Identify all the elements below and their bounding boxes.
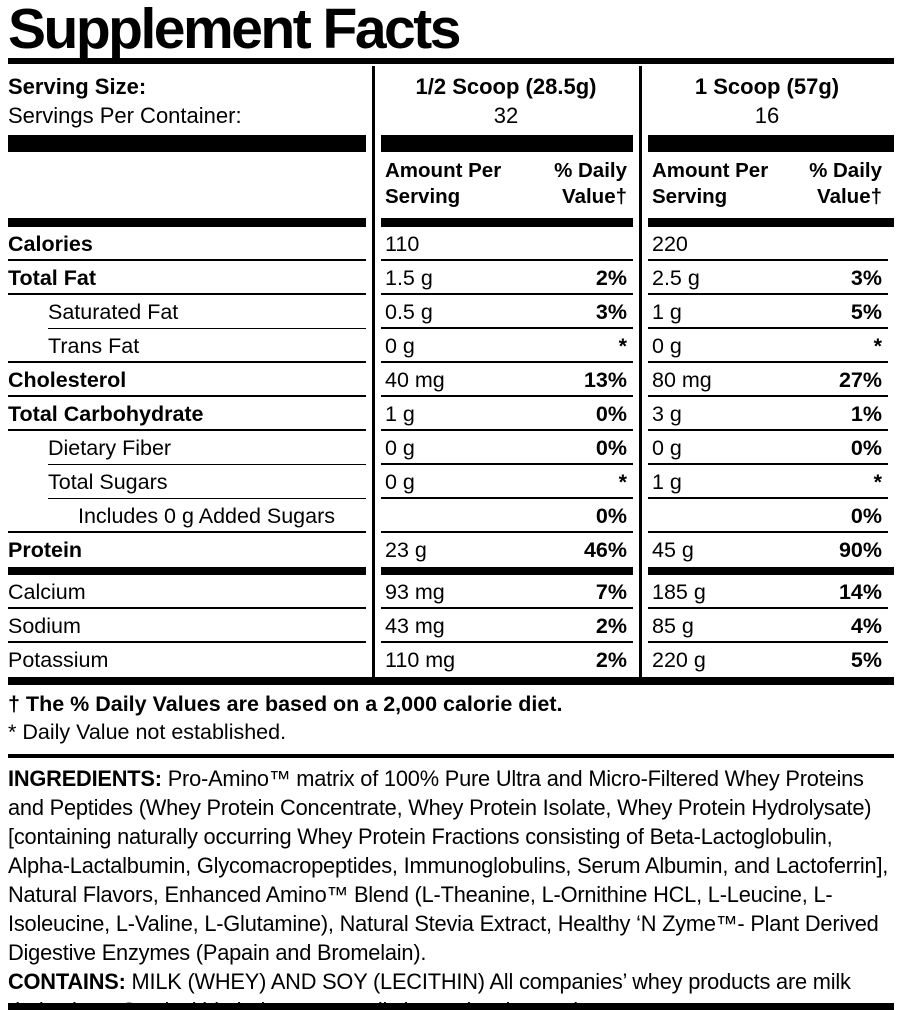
row-calories: Calories 110 220 bbox=[8, 227, 894, 261]
nutrient-name: Saturated Fat bbox=[8, 295, 372, 329]
value-cell: 0 g 0% bbox=[639, 431, 894, 465]
value-cell: 1 g 0% bbox=[372, 397, 639, 431]
bar-segment bbox=[381, 218, 633, 227]
row-total-sugars: Total Sugars 0 g * 1 g * bbox=[8, 465, 894, 499]
facts-table: Serving Size: Servings Per Container: 1/… bbox=[8, 66, 894, 685]
nutrient-name: Total Carbohydrate bbox=[8, 397, 372, 431]
column-divider-1 bbox=[372, 66, 375, 678]
value-cell: 40 mg 13% bbox=[372, 363, 639, 397]
value-cell: 0% bbox=[372, 499, 639, 533]
serving-size-value: 1 Scoop (57g) bbox=[694, 74, 840, 99]
bar-segment bbox=[648, 135, 894, 152]
value-cell: 185 g 14% bbox=[639, 575, 894, 609]
nutrient-name: Protein bbox=[8, 537, 83, 562]
bar-segment bbox=[8, 135, 366, 152]
separator-bar-thick bbox=[8, 135, 894, 152]
title-rule bbox=[8, 58, 894, 64]
bar-segment bbox=[648, 218, 894, 227]
value-cell: 43 mg 2% bbox=[372, 609, 639, 643]
value-cell: 220 g 5% bbox=[652, 647, 882, 672]
table-bottom-bar bbox=[8, 677, 894, 685]
value-cell: 3 g 1% bbox=[639, 397, 894, 431]
value-cell: 45 g 90% bbox=[652, 537, 882, 562]
bar-segment bbox=[8, 218, 366, 227]
nutrient-name: Dietary Fiber bbox=[8, 431, 372, 465]
servings-count: 32 bbox=[493, 103, 519, 128]
contains-label: CONTAINS: bbox=[8, 969, 126, 994]
nutrient-name: Cholesterol bbox=[8, 363, 372, 397]
row-added-sugars: Includes 0 g Added Sugars 0% 0% bbox=[8, 499, 894, 533]
row-cholesterol: Cholesterol 40 mg 13% 80 mg 27% bbox=[8, 363, 894, 397]
value-cell: 0.5 g 3% bbox=[372, 295, 639, 329]
daily-value-header: % Daily Value† bbox=[554, 159, 627, 208]
daily-value-header: % Daily Value† bbox=[809, 159, 882, 208]
amount-per-serving-header: Amount Per Serving bbox=[652, 159, 769, 208]
row-sodium: Sodium 43 mg 2% 85 g 4% bbox=[8, 609, 894, 643]
value-cell: 0 g 0% bbox=[372, 431, 639, 465]
bar-segment bbox=[381, 135, 633, 152]
ingredients-paragraph: INGREDIENTS: Pro-Amino™ matrix of 100% P… bbox=[8, 764, 894, 967]
nutrient-name: Includes 0 g Added Sugars bbox=[8, 499, 372, 533]
serving-column-one-scoop: 1 Scoop (57g) 16 bbox=[639, 72, 894, 130]
serving-column-half-scoop: 1/2 Scoop (28.5g) 32 bbox=[372, 72, 639, 130]
value-cell: 93 mg 7% bbox=[372, 575, 639, 609]
serving-size-value: 1/2 Scoop (28.5g) bbox=[415, 74, 597, 99]
label-bottom-bar bbox=[8, 1003, 894, 1010]
nutrient-name: Potassium bbox=[8, 647, 109, 672]
bar-segment bbox=[648, 567, 894, 575]
value-cell: 220 bbox=[639, 227, 894, 261]
nutrient-name: Total Fat bbox=[8, 261, 372, 295]
row-calcium: Calcium 93 mg 7% 185 g 14% bbox=[8, 575, 894, 609]
value-cell: 110 mg 2% bbox=[385, 647, 627, 672]
separator-bar-protein bbox=[8, 567, 894, 575]
table-header-row: Amount Per Serving % Daily Value† Amount… bbox=[8, 152, 894, 218]
footnotes: † The % Daily Values are based on a 2,00… bbox=[8, 685, 894, 752]
value-cell: 0 g * bbox=[639, 329, 894, 363]
nutrient-name: Sodium bbox=[8, 609, 372, 643]
nutrient-name: Total Sugars bbox=[8, 465, 372, 499]
value-cell: 23 g 46% bbox=[385, 537, 627, 562]
servings-count: 16 bbox=[754, 103, 780, 128]
daily-value-footnote: † The % Daily Values are based on a 2,00… bbox=[8, 692, 563, 716]
serving-size-label: Serving Size: bbox=[8, 74, 147, 99]
nutrient-name: Calcium bbox=[8, 575, 372, 609]
serving-info-row: Serving Size: Servings Per Container: 1/… bbox=[8, 66, 894, 130]
value-cell: 0 g * bbox=[372, 329, 639, 363]
ingredients-text: Pro-Amino™ matrix of 100% Pure Ultra and… bbox=[8, 766, 889, 965]
column-divider-2 bbox=[639, 66, 642, 678]
value-cell: 1 g * bbox=[639, 465, 894, 499]
row-total-fat: Total Fat 1.5 g 2% 2.5 g 3% bbox=[8, 261, 894, 295]
row-potassium: Potassium 110 mg 2% 220 g 5% bbox=[8, 643, 894, 677]
ingredients-label: INGREDIENTS: bbox=[8, 766, 162, 791]
separator-bar-thin bbox=[8, 218, 894, 227]
row-protein: Protein 23 g 46% 45 g 90% bbox=[8, 533, 894, 567]
value-cell: 80 mg 27% bbox=[639, 363, 894, 397]
row-dietary-fiber: Dietary Fiber 0 g 0% 0 g 0% bbox=[8, 431, 894, 465]
empty-header-cell bbox=[8, 158, 372, 210]
row-saturated-fat: Saturated Fat 0.5 g 3% 1 g 5% bbox=[8, 295, 894, 329]
amount-per-serving-header: Amount Per Serving bbox=[385, 159, 502, 208]
bar-segment bbox=[381, 567, 633, 575]
footnote-divider bbox=[8, 754, 894, 758]
value-cell: 110 bbox=[372, 227, 639, 261]
bar-segment bbox=[8, 567, 366, 575]
value-cell: 0% bbox=[639, 499, 894, 533]
value-cell: 0 g * bbox=[372, 465, 639, 499]
value-cell: 85 g 4% bbox=[639, 609, 894, 643]
label-title: Supplement Facts bbox=[8, 0, 461, 61]
row-total-carbohydrate: Total Carbohydrate 1 g 0% 3 g 1% bbox=[8, 397, 894, 431]
value-cell: 1.5 g 2% bbox=[372, 261, 639, 295]
header-cell-one-scoop: Amount Per Serving % Daily Value† bbox=[639, 158, 894, 210]
nutrient-name: Calories bbox=[8, 227, 372, 261]
value-cell: 1 g 5% bbox=[639, 295, 894, 329]
not-established-footnote: * Daily Value not established. bbox=[8, 720, 287, 744]
value-cell: 2.5 g 3% bbox=[639, 261, 894, 295]
nutrient-name: Trans Fat bbox=[8, 329, 372, 363]
header-cell-half-scoop: Amount Per Serving % Daily Value† bbox=[372, 158, 639, 210]
row-trans-fat: Trans Fat 0 g * 0 g * bbox=[8, 329, 894, 363]
servings-per-container-label: Servings Per Container: bbox=[8, 103, 242, 128]
serving-labels: Serving Size: Servings Per Container: bbox=[8, 72, 372, 130]
